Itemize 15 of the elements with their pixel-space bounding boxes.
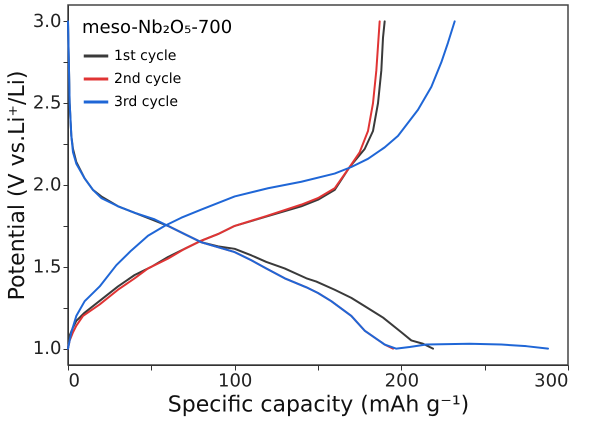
x-axis-title: Specific capacity (mAh g⁻¹) xyxy=(168,392,470,418)
legend-label: 1st cycle xyxy=(114,48,176,64)
x-tick-label: 0 xyxy=(68,370,80,392)
y-tick-label: 1.5 xyxy=(32,256,62,278)
legend-label: 2nd cycle xyxy=(114,71,182,87)
legend-label: 3rd cycle xyxy=(114,94,178,110)
y-tick-label: 1.0 xyxy=(32,338,62,360)
legend-title: meso-Nb₂O₅-700 xyxy=(82,17,232,38)
x-tick-label: 200 xyxy=(384,370,420,392)
y-tick-label: 2.0 xyxy=(32,174,62,196)
y-tick-label: 3.0 xyxy=(32,10,62,32)
x-tick-label: 100 xyxy=(218,370,252,392)
y-axis-title: Potential (V vs.Li⁺/Li) xyxy=(4,70,30,300)
x-tick-label: 300 xyxy=(534,370,568,392)
y-tick-label: 2.5 xyxy=(32,92,62,114)
